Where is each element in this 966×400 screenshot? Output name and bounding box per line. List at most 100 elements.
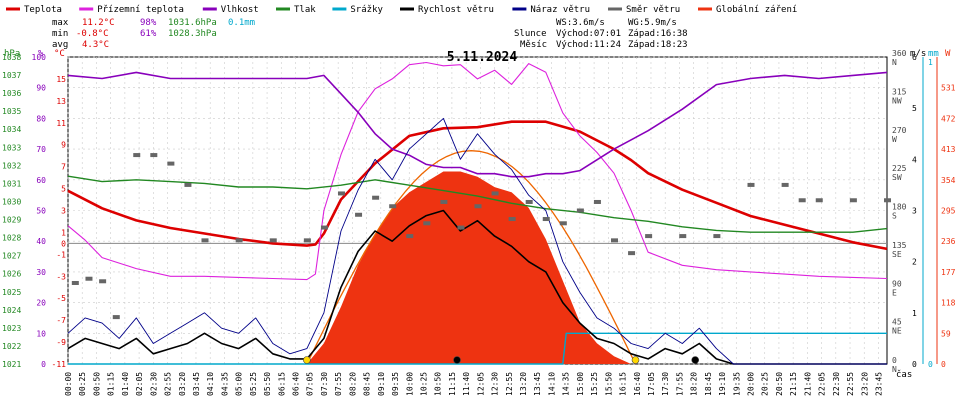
tick-x-51: 21:15 <box>789 372 798 396</box>
tick-radiation-6: 354 <box>941 176 956 185</box>
tick-temperature-0: -11 <box>52 360 67 369</box>
legend-label-5: Rychlost větru <box>418 5 494 15</box>
tick-radiation-8: 472 <box>941 114 956 123</box>
tick-x-52: 21:40 <box>803 372 812 396</box>
tick-pressure-1: 1022 <box>2 342 21 351</box>
wind-dir-point-39 <box>884 198 891 203</box>
marker-moonrise <box>453 356 461 364</box>
axis-title-temperature: °C <box>54 49 65 59</box>
tick-x-16: 06:40 <box>292 372 301 396</box>
tick-rain-1: 1 <box>928 58 933 67</box>
wind-speed-stat: WS:3.6m/s <box>556 18 605 28</box>
series-line-6 <box>67 117 887 365</box>
wind-dir-point-15 <box>372 195 380 200</box>
tick-temperature-7: 1 <box>61 228 66 237</box>
tick-direction-6: 270 <box>892 126 907 135</box>
tick-x-5: 02:05 <box>135 372 144 396</box>
tick-direction-card-5: SW <box>892 173 902 182</box>
wind-dir-point-30 <box>628 251 636 256</box>
tick-x-54: 22:30 <box>832 372 841 396</box>
wind-dir-point-1 <box>85 276 93 281</box>
tick-temperature-2: -7 <box>56 316 66 325</box>
sun-label: Slunce <box>514 29 547 39</box>
wind-dir-point-3 <box>112 315 120 320</box>
tick-x-31: 12:55 <box>505 372 514 396</box>
wind-dir-point-13 <box>338 191 345 196</box>
series-line-5 <box>67 209 887 365</box>
tick-x-22: 09:10 <box>377 372 386 396</box>
radiation-max-arc <box>306 150 637 365</box>
tick-x-20: 08:20 <box>348 372 357 396</box>
legend-label-7: Směr větru <box>626 5 680 15</box>
stat-max-hum: 98% <box>140 18 157 28</box>
moonrise-time: Východ:11:24 <box>556 40 621 50</box>
tick-x-17: 07:05 <box>306 372 315 396</box>
wind-dir-point-33 <box>713 234 721 239</box>
wind-dir-point-7 <box>184 182 192 187</box>
wind-dir-point-20 <box>457 225 465 230</box>
radiation-area <box>306 171 632 364</box>
wind-dir-point-37 <box>815 198 823 203</box>
tick-direction-card-0: N <box>892 365 897 374</box>
tick-pressure-12: 1033 <box>2 143 21 152</box>
tick-wind-2: 2 <box>912 258 917 267</box>
wind-dir-point-22 <box>491 191 499 196</box>
wind-dir-point-2 <box>99 279 107 284</box>
axis-title-humidity: % <box>38 49 44 59</box>
tick-direction-2: 90 <box>892 279 902 288</box>
tick-radiation-0: 0 <box>941 360 946 369</box>
wind-dir-point-11 <box>303 238 311 243</box>
tick-x-30: 12:30 <box>491 372 500 396</box>
wind-dir-point-4 <box>133 153 141 158</box>
series-layer <box>67 61 888 365</box>
tick-x-43: 17:55 <box>675 372 684 396</box>
wind-dir-point-16 <box>389 204 397 209</box>
tick-pressure-0: 1021 <box>2 360 21 369</box>
legend-label-2: Vlhkost <box>221 5 259 15</box>
astro-block: WS:3.6m/s WG:5.9m/s Slunce Východ:07:01 … <box>514 18 688 50</box>
stat-min-press: 1028.3hPa <box>168 29 217 39</box>
tick-pressure-6: 1027 <box>2 252 21 261</box>
tick-x-29: 12:05 <box>476 372 485 396</box>
legend-label-6: Náraz větru <box>530 5 590 15</box>
tick-humidity-6: 60 <box>36 176 46 185</box>
tick-direction-card-6: W <box>892 135 897 144</box>
tick-x-13: 05:25 <box>249 372 258 396</box>
tick-pressure-7: 1028 <box>2 234 21 243</box>
tick-pressure-17: 1038 <box>2 53 21 62</box>
tick-x-24: 10:00 <box>405 372 414 396</box>
stat-min-temp: -0.8°C <box>76 29 109 39</box>
tick-temperature-10: 7 <box>61 163 66 172</box>
tick-radiation-4: 236 <box>941 237 956 246</box>
wind-dir-point-19 <box>440 199 448 204</box>
tick-x-36: 15:00 <box>576 372 585 396</box>
tick-x-53: 22:05 <box>818 372 827 396</box>
tick-x-6: 02:30 <box>149 372 158 396</box>
tick-direction-0: 0 <box>892 356 897 365</box>
wind-dir-point-31 <box>645 234 653 239</box>
tick-temperature-13: 13 <box>56 97 66 106</box>
tick-x-8: 03:20 <box>178 372 187 396</box>
stat-max-label: max <box>52 18 69 28</box>
tick-x-12: 05:00 <box>235 372 244 396</box>
tick-x-27: 11:15 <box>448 372 457 396</box>
tick-direction-card-2: E <box>892 288 897 297</box>
tick-x-42: 17:30 <box>661 372 670 396</box>
tick-direction-8: 360 <box>892 49 907 58</box>
wind-direction-layer <box>71 153 891 320</box>
stat-min-hum: 61% <box>140 29 157 39</box>
axis-title-pressure: hPa <box>4 49 20 59</box>
wind-dir-point-38 <box>849 198 857 203</box>
tick-temperature-6: 0 <box>61 239 66 248</box>
tick-x-39: 16:15 <box>619 372 628 396</box>
tick-pressure-10: 1031 <box>2 179 21 188</box>
tick-x-4: 01:40 <box>121 372 130 396</box>
tick-humidity-7: 70 <box>36 145 46 154</box>
tick-wind-3: 3 <box>912 207 917 216</box>
tick-direction-card-7: NW <box>892 96 902 105</box>
tick-x-50: 20:50 <box>775 372 784 396</box>
moonset-time: Západ:18:23 <box>628 40 688 50</box>
series-line-0 <box>67 120 888 251</box>
tick-humidity-9: 90 <box>36 84 46 93</box>
wind-dir-point-23 <box>508 217 516 222</box>
